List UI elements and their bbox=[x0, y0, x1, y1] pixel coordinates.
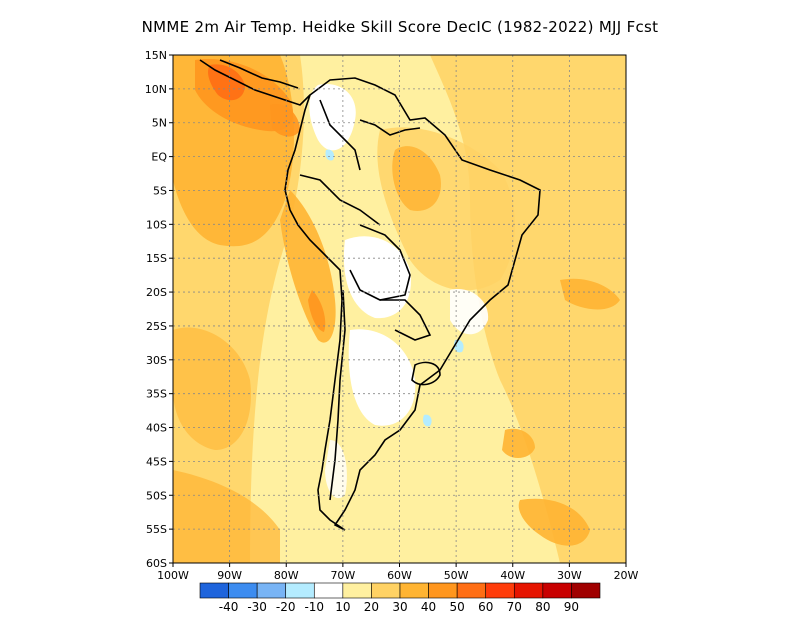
colorbar-swatch bbox=[313, 582, 344, 599]
colorbar-swatch bbox=[228, 582, 258, 599]
colorbar-label: 90 bbox=[564, 600, 579, 614]
shade-30-south-pacific bbox=[173, 327, 251, 450]
border-uruguay bbox=[411, 361, 441, 386]
lat-tick-label: 50S bbox=[146, 489, 167, 502]
lon-tick-label: 80W bbox=[274, 569, 299, 582]
colorbar-swatch bbox=[199, 582, 229, 599]
shade-50-central-america bbox=[207, 64, 245, 101]
colorbar-swatch bbox=[428, 582, 458, 599]
border-peru-brazil bbox=[299, 174, 381, 226]
lat-tick-label: 20S bbox=[146, 286, 167, 299]
border-bolivia bbox=[349, 224, 411, 301]
skill-shading bbox=[173, 55, 626, 563]
shade-30-amazon bbox=[392, 146, 441, 211]
lat-tick-label: 40S bbox=[146, 422, 167, 435]
colorbar-swatch bbox=[456, 582, 487, 599]
shade-30-east-atl bbox=[560, 278, 620, 310]
shade-neg10-argentina bbox=[422, 414, 432, 427]
lat-tick-label: 15S bbox=[146, 252, 167, 265]
lat-tick-label: 5N bbox=[152, 117, 167, 130]
lat-tick-label: 45S bbox=[146, 455, 167, 468]
shade-white-brazil-coast bbox=[450, 289, 489, 335]
lon-tick-label: 100W bbox=[157, 569, 189, 582]
colorbar-swatch bbox=[399, 582, 429, 599]
colorbar-label: -40 bbox=[219, 600, 239, 614]
lat-tick-label: 60S bbox=[146, 557, 167, 570]
shade-30-andes bbox=[280, 190, 336, 343]
lat-tick-label: 10N bbox=[145, 83, 167, 96]
colorbar-swatch bbox=[542, 582, 572, 599]
lon-tick-label: 60W bbox=[387, 569, 412, 582]
coastlines bbox=[199, 59, 541, 531]
colorbar-label: 60 bbox=[478, 600, 493, 614]
lat-tick-label: 10S bbox=[146, 218, 167, 231]
border-guyanas bbox=[359, 119, 421, 136]
shade-30-south bbox=[173, 470, 280, 563]
shade-white-argentina bbox=[348, 329, 416, 426]
lon-tick-label: 90W bbox=[217, 569, 242, 582]
shade-30-south-atl bbox=[518, 498, 590, 546]
central-america-coastline bbox=[199, 59, 311, 106]
colorbar-swatch bbox=[513, 582, 544, 599]
border-paraguay bbox=[380, 299, 432, 341]
colorbar-label: 80 bbox=[535, 600, 550, 614]
shade-40-andes bbox=[308, 290, 326, 332]
lat-tick-label: 15N bbox=[145, 49, 167, 62]
shade-30-sw-atl bbox=[502, 428, 535, 459]
colorbar-label: -20 bbox=[276, 600, 296, 614]
colorbar-swatch bbox=[342, 582, 372, 599]
colorbar-label: 30 bbox=[392, 600, 407, 614]
colorbar-swatch bbox=[485, 582, 515, 599]
colorbar-legend: -40 -30 -20 -10 10 20 30 40 50 60 70 80 90 bbox=[199, 582, 601, 614]
map-title: NMME 2m Air Temp. Heidke Skill Score Dec… bbox=[141, 18, 659, 36]
lon-tick-label: 40W bbox=[500, 569, 525, 582]
colorbar-label: 10 bbox=[335, 600, 350, 614]
colorbar-label: 40 bbox=[421, 600, 436, 614]
lat-tick-label: 35S bbox=[146, 388, 167, 401]
shade-40-colombia bbox=[270, 104, 300, 137]
longitude-axis: 100W 90W 80W 70W 60W 50W 40W 30W 20W bbox=[157, 563, 639, 582]
lon-tick-label: 20W bbox=[614, 569, 639, 582]
lat-tick-label: 30S bbox=[146, 354, 167, 367]
colorbar-label: 20 bbox=[364, 600, 379, 614]
lon-tick-label: 70W bbox=[330, 569, 355, 582]
lat-tick-label: 55S bbox=[146, 523, 167, 536]
colorbar-swatch bbox=[285, 582, 315, 599]
colorbar-label: 50 bbox=[450, 600, 465, 614]
colorbar-label: 70 bbox=[507, 600, 522, 614]
colorbar-swatch bbox=[256, 582, 287, 599]
lat-tick-label: 25S bbox=[146, 320, 167, 333]
graticule bbox=[173, 55, 626, 563]
border-colombia-venezuela bbox=[319, 99, 361, 171]
colorbar-swatch bbox=[571, 582, 601, 599]
colorbar-label: -30 bbox=[247, 600, 267, 614]
lat-tick-label: 5S bbox=[153, 184, 167, 197]
lat-tick-label: EQ bbox=[151, 151, 167, 164]
colorbar-swatch bbox=[371, 582, 401, 599]
lon-tick-label: 30W bbox=[557, 569, 582, 582]
lon-tick-label: 50W bbox=[444, 569, 469, 582]
south-america-coastline bbox=[284, 77, 541, 531]
colorbar-label: -10 bbox=[304, 600, 324, 614]
shade-neg10-venezuela bbox=[325, 149, 335, 161]
shade-white-patagonia bbox=[325, 440, 347, 499]
border-argentina-chile bbox=[329, 289, 346, 501]
latitude-axis: 15N 10N 5N EQ 5S 10S 15S 20S 25S 30S 35S 40S 45S 50S 5… bbox=[145, 49, 173, 570]
